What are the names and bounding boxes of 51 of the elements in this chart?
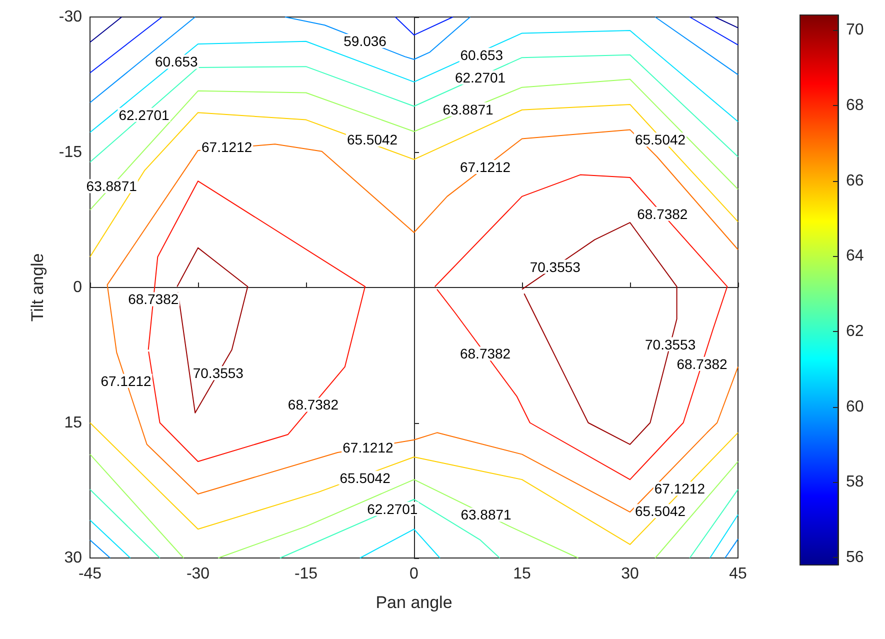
x-tick-label: 45 — [729, 566, 747, 582]
y-axis-title: Tilt angle — [28, 253, 47, 322]
y-tick-label: 0 — [73, 279, 82, 296]
annotation: 59.036 — [344, 32, 387, 49]
annotation: 63.8871 — [460, 506, 512, 523]
y-tick-label: 30 — [64, 550, 82, 566]
annotation: 70.3553 — [192, 365, 244, 382]
annotation: 70.3553 — [530, 258, 581, 275]
annotation: 68.7382 — [637, 206, 688, 222]
annotation: 68.7382 — [676, 356, 728, 372]
annotation: 67.1212 — [342, 440, 394, 456]
color-bar-label: 68 — [846, 96, 864, 114]
annotation: 67.1212 — [460, 159, 511, 176]
annotation: 62.2701 — [118, 106, 170, 123]
y-tick-label: -15 — [58, 144, 82, 161]
annotation: 68.7382 — [460, 346, 511, 362]
x-tick-label: -15 — [294, 566, 318, 582]
color-bar-label: 60 — [846, 398, 864, 416]
annotation: 60.653 — [460, 46, 504, 63]
line-series — [90, 30, 738, 133]
annotation: 65.5042 — [346, 132, 398, 148]
annotation: 60.653 — [154, 54, 198, 70]
line-series — [90, 422, 738, 545]
annotation: 70.3553 — [645, 336, 696, 352]
x-tick-label: 15 — [513, 566, 531, 582]
annotation: 65.5042 — [340, 470, 391, 486]
color-bar-label: 62 — [846, 322, 864, 340]
annotation: 62.2701 — [454, 69, 506, 86]
color-bar-label: 66 — [846, 172, 864, 190]
annotation: 63.8871 — [86, 178, 138, 194]
annotation: 67.1212 — [100, 372, 152, 389]
annotation: 68.7382 — [288, 396, 339, 413]
x-tick-label: -30 — [186, 566, 210, 582]
line-series — [434, 174, 728, 480]
y-tick-label: 15 — [64, 414, 82, 432]
annotation: 65.5042 — [634, 132, 686, 148]
annotation: 62.2701 — [367, 500, 418, 517]
annotation: 63.8871 — [442, 101, 494, 118]
annotation: 67.1212 — [201, 138, 252, 155]
annotation: 65.5042 — [634, 503, 686, 520]
color-bar-label: 58 — [846, 474, 864, 491]
color-bar-label: 70 — [846, 22, 864, 39]
annotation: 68.7382 — [128, 291, 179, 308]
annotation: 67.1212 — [654, 480, 706, 497]
color-bar-label: 64 — [846, 248, 864, 265]
x-tick-label: -45 — [78, 566, 102, 582]
x-tick-label: 30 — [621, 566, 639, 582]
color-bar-label: 56 — [846, 548, 864, 566]
x-tick-label: 0 — [410, 566, 419, 582]
x-axis-title: Pan angle — [376, 593, 452, 612]
y-tick-label: -30 — [58, 8, 82, 26]
